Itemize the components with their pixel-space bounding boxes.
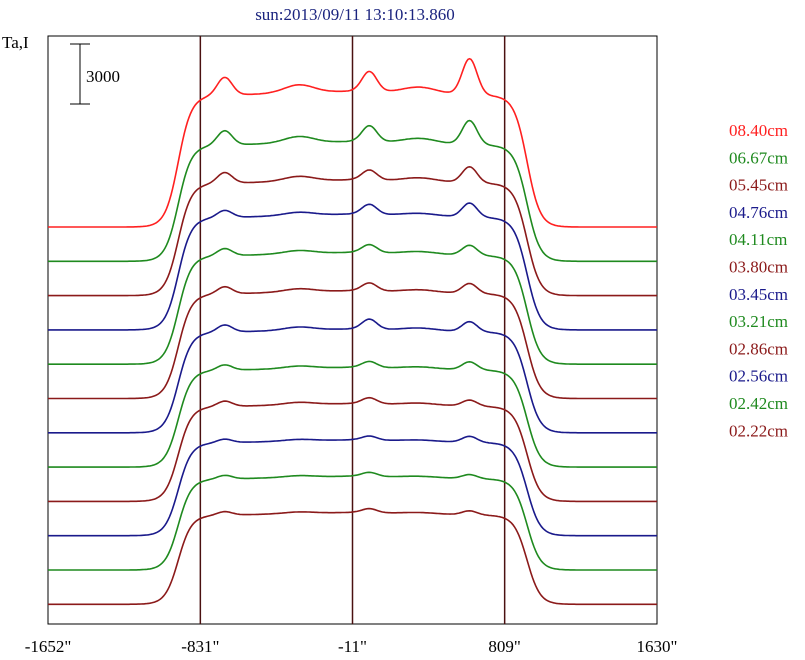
legend-entry: 02.42cm — [729, 394, 788, 413]
series-line-04.76cm — [48, 202, 657, 331]
x-tick-label: 809" — [488, 637, 520, 656]
series-line-02.22cm — [48, 507, 657, 606]
legend-entry: 03.80cm — [729, 258, 788, 277]
chart-title: sun:2013/09/11 13:10:13.860 — [255, 5, 455, 24]
series-line-06.67cm — [48, 119, 657, 263]
series-line-08.40cm — [48, 57, 657, 228]
x-tick-label: 1630" — [637, 637, 678, 656]
y-axis-label: Ta,I — [2, 33, 29, 52]
legend: 08.40cm 06.67cm 05.45cm 04.76cm 04.11cm 03.80… — [729, 121, 788, 440]
series-line-03.80cm — [48, 282, 657, 400]
legend-entry: 04.76cm — [729, 203, 788, 222]
scale-bar-label: 3000 — [86, 67, 120, 86]
legend-entry: 04.11cm — [729, 230, 787, 249]
legend-entry: 02.86cm — [729, 339, 788, 358]
series-line-03.21cm — [48, 360, 657, 468]
series-line-05.45cm — [48, 165, 657, 297]
series-line-02.42cm — [48, 471, 657, 571]
x-tick-label: -1652" — [25, 637, 72, 656]
legend-entry: 06.67cm — [729, 148, 788, 167]
series-group — [48, 57, 657, 606]
legend-entry: 03.45cm — [729, 285, 788, 304]
legend-entry: 02.22cm — [729, 421, 788, 440]
x-tick-labels: -1652" -831" -11" 809" 1630" — [25, 637, 678, 656]
series-line-04.11cm — [48, 243, 657, 366]
x-tick-label: -11" — [338, 637, 367, 656]
series-line-02.86cm — [48, 396, 657, 503]
legend-entry: 05.45cm — [729, 176, 788, 195]
scale-bar: 3000 — [70, 43, 120, 105]
legend-entry: 03.21cm — [729, 312, 788, 331]
x-tick-label: -831" — [181, 637, 219, 656]
legend-entry: 02.56cm — [729, 367, 788, 386]
vertical-marker-lines — [199, 36, 506, 624]
series-line-02.56cm — [48, 435, 657, 537]
legend-entry: 08.40cm — [729, 121, 788, 140]
series-line-03.45cm — [48, 318, 657, 434]
